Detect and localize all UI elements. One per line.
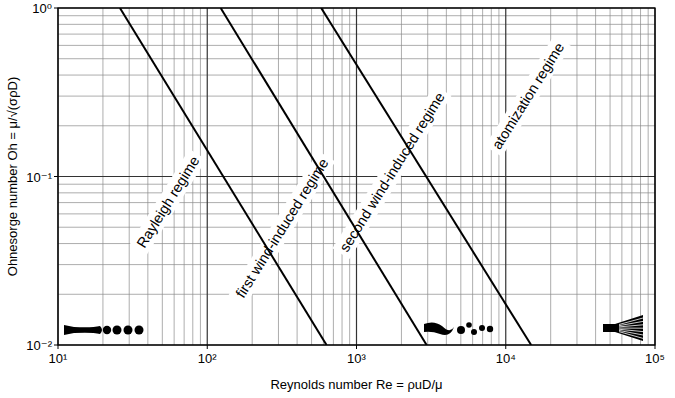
jet-icon (113, 326, 122, 335)
tick-mark (655, 345, 656, 349)
regime-label: Rayleigh regime (133, 153, 202, 250)
label-background (485, 35, 571, 156)
tick-mark (505, 345, 506, 349)
jet-icon (471, 329, 477, 335)
regime-label: atomization regime (489, 40, 567, 152)
tick-label: 10⁰ (32, 1, 52, 16)
tick-label: 10⁻² (26, 338, 52, 353)
regime-boundary (321, 8, 531, 345)
grid (58, 8, 655, 345)
axes: 10¹ 10² 10³ 10⁴ 10⁵ 10⁻² 10⁻¹ 10⁰ (26, 1, 665, 366)
tick-label: 10¹ (49, 351, 68, 366)
chart-svg: 10¹ 10² 10³ 10⁴ 10⁵ 10⁻² 10⁻¹ 10⁰ Reynolds numbe… (0, 0, 675, 398)
label-background (332, 85, 451, 259)
tick-label: 10³ (347, 351, 366, 366)
jet-icon (619, 328, 643, 329)
tick-mark (356, 345, 357, 349)
jet-icon (487, 326, 493, 332)
regime-label-group: atomization regime (485, 35, 571, 156)
jet-icon (619, 325, 643, 327)
jet-icon (479, 325, 485, 331)
tick-mark (54, 345, 58, 346)
tick-mark (58, 345, 59, 349)
tick-label: 10⁵ (645, 351, 665, 366)
jet-icon (124, 326, 133, 335)
jet-icon (466, 322, 472, 328)
x-axis-title: Reynolds number Re = ρuD/μ (270, 377, 442, 392)
regime-label-group: second wind-induced regime (332, 85, 451, 259)
tick-label: 10² (198, 351, 217, 366)
grid-line (58, 176, 655, 177)
label-background (130, 149, 207, 255)
jet-icon (424, 322, 454, 335)
jet-icon (603, 315, 643, 341)
jet-icon (135, 326, 144, 335)
tick-mark (207, 345, 208, 349)
tick-mark (54, 8, 58, 9)
regime-boundary (120, 8, 327, 345)
jet-icon (619, 332, 643, 339)
regime-labels: Rayleigh regime first wind-induced regime… (130, 35, 571, 305)
tick-label: 10⁴ (496, 351, 516, 366)
plot-frame (58, 8, 655, 345)
regime-boundary (221, 8, 427, 345)
jet-icon (457, 326, 465, 334)
regime-label-group: first wind-induced regime (229, 151, 336, 305)
jet-icon (64, 325, 102, 335)
tick-label: 10⁻¹ (26, 170, 52, 185)
jet-icons (64, 315, 643, 341)
regime-label: first wind-induced regime (233, 155, 332, 300)
regime-label: second wind-induced regime (336, 89, 447, 254)
chart-container: 10¹ 10² 10³ 10⁴ 10⁵ 10⁻² 10⁻¹ 10⁰ Reynolds numbe… (0, 0, 675, 398)
series-group (120, 8, 531, 345)
regime-label-group: Rayleigh regime (130, 149, 207, 255)
jet-icon (103, 326, 111, 334)
label-background (229, 151, 336, 305)
y-axis-title: Ohnesorge number Oh = μ/√(σρD) (5, 77, 20, 276)
tick-mark (54, 176, 58, 177)
